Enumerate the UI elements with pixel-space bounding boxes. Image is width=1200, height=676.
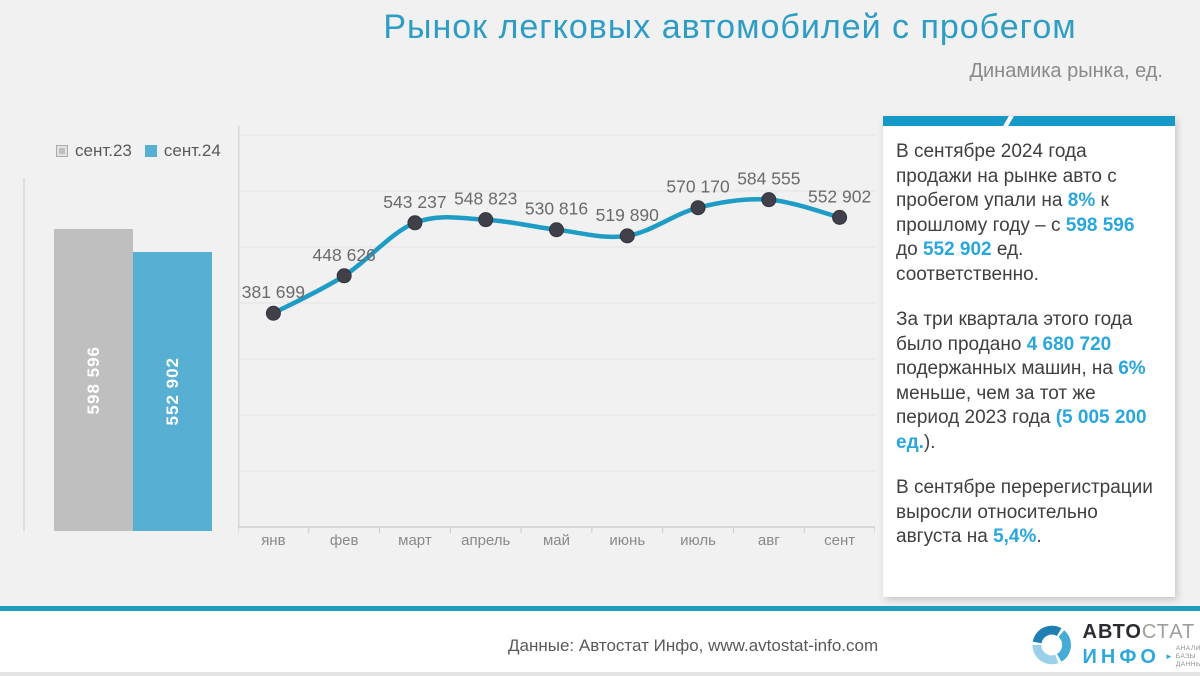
panel-text-segment: меньше, чем за тот же период 2023 года bbox=[896, 382, 1096, 429]
footer bbox=[0, 611, 1200, 672]
panel-text: В сентябре 2024 года продажи на рынке ав… bbox=[883, 126, 1175, 550]
legend-item-сент.24: сент.24 bbox=[144, 141, 221, 161]
logo-tagline: ► АНАЛИТИКА БАЗЫ ДАННЫХ bbox=[1165, 645, 1200, 669]
highlighted-value: 8% bbox=[1067, 190, 1096, 211]
panel-accent-bar bbox=[883, 116, 1175, 126]
x-axis-label: фев bbox=[330, 532, 359, 549]
x-axis-label: апрель bbox=[461, 532, 510, 549]
x-axis-label: сент bbox=[824, 532, 855, 549]
panel-text-segment: . bbox=[1036, 526, 1042, 547]
x-axis-label: июнь bbox=[609, 532, 645, 549]
logo-avto: АВТО bbox=[1082, 620, 1142, 643]
panel-text-segment: подержанных машин, на bbox=[896, 358, 1119, 379]
chart-subtitle: Динамика рынка, ед. bbox=[969, 60, 1163, 82]
data-source: Данные: Автостат Инфо, www.avtostat-info… bbox=[508, 636, 879, 655]
logo-brand-bottom: ИНФО ► АНАЛИТИКА БАЗЫ ДАННЫХ bbox=[1083, 645, 1200, 669]
footer-bottom-strip bbox=[0, 672, 1200, 676]
footer-accent-line bbox=[0, 606, 1200, 611]
data-point-label: 552 902 bbox=[808, 186, 871, 206]
legend-label: сент.24 bbox=[163, 141, 221, 160]
avtostat-info-logo: АВТОСТАТ ИНФО ► АНАЛИТИКА БАЗЫ ДАННЫХ bbox=[1028, 621, 1200, 669]
data-point-marker bbox=[407, 215, 423, 231]
panel-text-segment: ). bbox=[923, 431, 936, 453]
panel-text-segment: к прошлому году – с bbox=[896, 190, 1109, 236]
x-axis-label: май bbox=[543, 532, 570, 549]
highlighted-value: 552 902 bbox=[922, 239, 992, 260]
logo-info: ИНФО bbox=[1082, 645, 1160, 668]
panel-text-segment: За три квартала этого года было продано bbox=[896, 309, 1133, 355]
arrow-bullet-icon: ► bbox=[1164, 651, 1173, 661]
data-point-label: 530 816 bbox=[525, 199, 588, 219]
data-point-label: 584 555 bbox=[737, 169, 800, 189]
data-point-label: 381 699 bbox=[242, 282, 305, 302]
data-point-label: 543 237 bbox=[383, 192, 446, 212]
legend-swatch bbox=[56, 145, 68, 157]
highlighted-value: 6% bbox=[1118, 358, 1146, 379]
data-point-marker bbox=[549, 222, 564, 238]
logo-swirl-icon bbox=[1032, 625, 1072, 665]
bar-сент.23: 598 596 bbox=[54, 229, 133, 531]
legend-item-сент.23: сент.23 bbox=[56, 141, 132, 161]
accent-slash bbox=[1002, 116, 1014, 126]
panel-paragraph: В сентябре 2024 года продажи на рынке ав… bbox=[896, 140, 1161, 287]
data-point-marker bbox=[761, 192, 777, 208]
highlighted-value: (5 005 200 ед. bbox=[896, 407, 1147, 453]
data-point-marker bbox=[265, 305, 281, 321]
x-axis-label: июль bbox=[680, 532, 716, 549]
data-point-marker bbox=[690, 200, 706, 216]
line-chart: янв фев март апрель май июнь июль авг сент 381 69… bbox=[238, 126, 875, 549]
legend: сент.23 сент.24 bbox=[56, 141, 221, 161]
panel-text-segment: ед. соответственно. bbox=[896, 239, 1039, 285]
data-point-label: 570 170 bbox=[666, 177, 730, 197]
data-point-marker bbox=[478, 212, 494, 228]
data-point-label: 448 626 bbox=[313, 245, 376, 265]
legend-label: сент.23 bbox=[75, 141, 132, 160]
data-point-marker bbox=[832, 209, 848, 225]
logo-text: АВТОСТАТ ИНФО ► АНАЛИТИКА БАЗЫ ДАННЫХ bbox=[1083, 622, 1200, 669]
x-axis-label: март bbox=[398, 532, 432, 549]
bar-value-label: 598 596 bbox=[83, 345, 103, 415]
page-title: Рынок легковых автомобилей с пробегом bbox=[383, 8, 1077, 46]
data-point-marker bbox=[619, 228, 635, 244]
insight-panel: В сентябре 2024 года продажи на рынке ав… bbox=[883, 116, 1175, 597]
x-axis-label: янв bbox=[261, 532, 285, 549]
bar-value-label: 552 902 bbox=[162, 357, 182, 426]
x-axis-label: авг bbox=[758, 532, 780, 549]
data-point-label: 519 890 bbox=[596, 205, 660, 225]
panel-paragraph: За три квартала этого года было продано … bbox=[896, 308, 1161, 455]
logo-stat: СТАТ bbox=[1141, 620, 1196, 643]
panel-text-segment: до bbox=[896, 239, 923, 260]
highlighted-value: 598 596 bbox=[1065, 214, 1135, 236]
highlighted-value: 4 680 720 bbox=[1026, 333, 1112, 355]
highlighted-value: 5,4% bbox=[993, 526, 1037, 547]
logo-brand-top: АВТОСТАТ bbox=[1083, 622, 1200, 642]
bar-chart: 598 596 552 902 bbox=[23, 178, 241, 531]
panel-text-segment: В сентябре 2024 года продажи на рынке ав… bbox=[896, 141, 1117, 211]
logo-tagline-line1: АНАЛИТИКА bbox=[1175, 644, 1200, 652]
panel-paragraph: В сентябре перерегистрации выросли относ… bbox=[896, 476, 1161, 550]
data-point-marker bbox=[336, 268, 352, 284]
data-point-label: 548 823 bbox=[454, 189, 517, 209]
bar-сент.24: 552 902 bbox=[133, 252, 212, 531]
logo-tagline-line2: БАЗЫ ДАННЫХ bbox=[1175, 652, 1200, 668]
panel-text-segment: В сентябре перерегистрации выросли относ… bbox=[896, 477, 1153, 547]
legend-swatch bbox=[144, 145, 157, 157]
